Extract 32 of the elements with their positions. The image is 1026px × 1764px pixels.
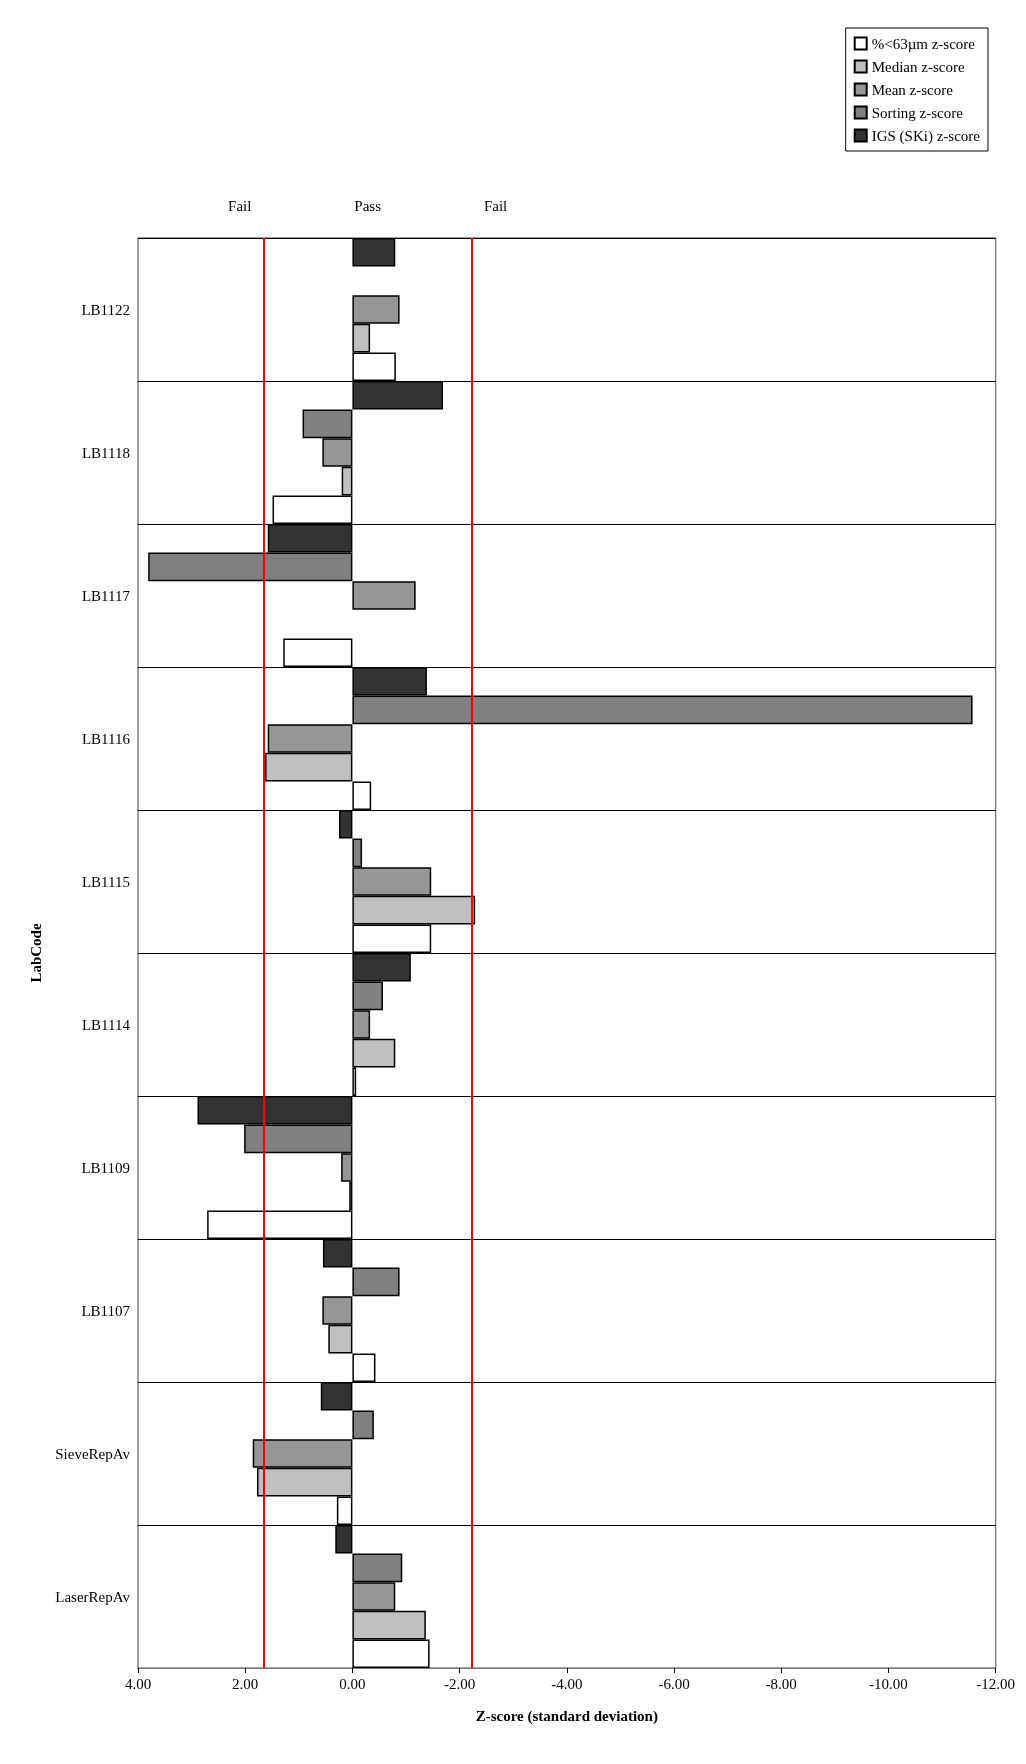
y-tick-label: LB1116 — [81, 730, 131, 747]
text: Fail — [228, 197, 252, 214]
y-tick-label: LB1107 — [81, 1302, 131, 1319]
bar — [352, 1267, 400, 1297]
bar — [352, 581, 416, 610]
x-tick-label: 2.00 — [232, 1675, 259, 1692]
x-tick-label: -6.00 — [658, 1675, 690, 1692]
y-tick-label: LB1118 — [81, 444, 130, 461]
y-tick-label: LB1115 — [81, 873, 130, 890]
x-tick-label: -2.00 — [443, 1675, 476, 1692]
y-tick-label: LaserRepAv — [55, 1588, 131, 1605]
legend-label: IGS (SKi) z-score — [871, 127, 981, 145]
y-tick-label: LB1117 — [81, 587, 131, 604]
x-tick-label: -10.00 — [869, 1675, 908, 1692]
x-axis-title: Z-score (standard deviation) — [475, 1707, 658, 1725]
y-tick-label: SieveRepAv — [55, 1445, 131, 1462]
y-axis-title: LabCode — [27, 923, 44, 983]
legend-label: %<63µm z-score — [871, 35, 976, 52]
legend-label: Sorting z-score — [871, 104, 964, 121]
x-tick-label: 4.00 — [124, 1675, 152, 1692]
x-tick-label: -8.00 — [765, 1675, 797, 1692]
x-tick-label: -12.00 — [976, 1675, 1015, 1692]
x-tick-label: 0.00 — [339, 1675, 366, 1692]
bar — [352, 1410, 374, 1440]
y-tick-label: LB1109 — [81, 1159, 130, 1176]
text: Pass — [354, 197, 382, 214]
text: Fail — [483, 197, 508, 214]
y-tick-label: LB1114 — [81, 1016, 131, 1033]
y-tick-label: LB1122 — [81, 301, 130, 318]
legend-label: Median z-score — [871, 58, 965, 75]
legend-label: Mean z-score — [871, 81, 954, 98]
x-tick-label: -4.00 — [551, 1675, 583, 1692]
